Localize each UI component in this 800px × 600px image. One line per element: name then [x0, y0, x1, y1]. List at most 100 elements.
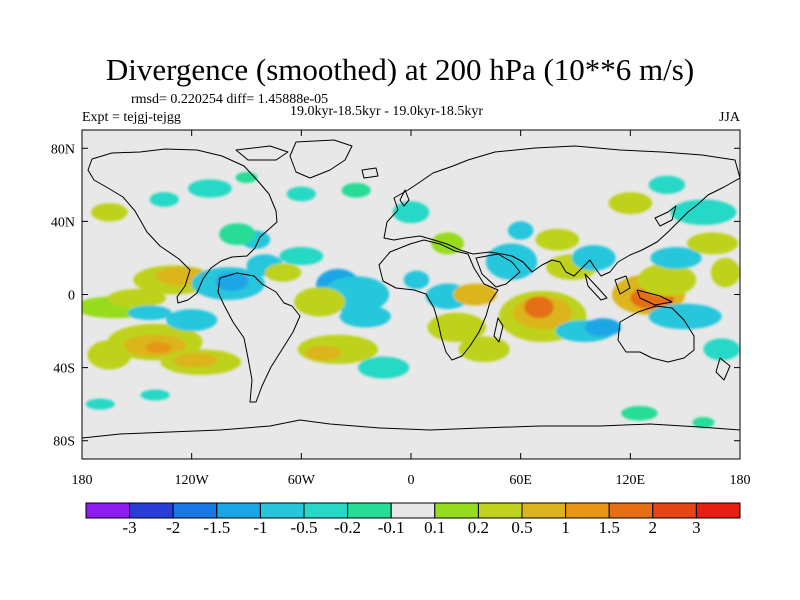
- divergence-feature-61: [140, 389, 170, 401]
- colorbar-swatch-1: [129, 502, 174, 519]
- colorbar-label-1: -2: [166, 518, 180, 537]
- coast-japan: [654, 205, 677, 227]
- x-tick-label-6: 180: [730, 473, 751, 488]
- divergence-feature-25: [357, 356, 410, 379]
- divergence-feature-35: [524, 296, 554, 319]
- colorbar-swatch-6: [347, 502, 392, 519]
- colorbar-label-12: 2: [649, 518, 658, 537]
- colorbar-swatch-3: [216, 502, 261, 519]
- x-axis: 180 120W 60W 0 60E 120E 180: [72, 130, 751, 488]
- coast-madagascar: [493, 317, 504, 343]
- colorbar-swatch-7: [390, 502, 436, 519]
- divergence-feature-9: [166, 309, 218, 332]
- chart-title: Divergence (smoothed) at 200 hPa (10**6 …: [105, 52, 695, 87]
- divergence-feature-48: [670, 199, 737, 226]
- divergence-feature-39: [535, 228, 580, 251]
- x-tick-label-0: 180: [72, 473, 93, 488]
- divergence-feature-59: [648, 175, 686, 194]
- coast-great-britain: [399, 189, 410, 207]
- coast-new-guinea: [636, 289, 673, 306]
- colorbar-label-8: 0.2: [468, 518, 489, 537]
- x-tick-label-1: 120W: [175, 473, 210, 488]
- y-axis: 80N 40N 0 40S 80S: [51, 142, 740, 450]
- divergence-feature-47: [686, 232, 739, 255]
- colorbar-label-4: -0.5: [291, 518, 318, 537]
- coast-arctic-islands: [235, 145, 289, 161]
- divergence-feature-46: [648, 303, 722, 330]
- coast-africa: [378, 239, 499, 361]
- divergence-feature-17: [219, 223, 256, 246]
- colorbar-swatch-8: [434, 502, 479, 519]
- divergence-feature-51: [91, 203, 128, 222]
- colorbar-label-13: 3: [692, 518, 701, 537]
- coast-sumatra: [584, 273, 608, 301]
- colorbar-swatch-10: [521, 502, 567, 519]
- colorbar-label-6: -0.1: [378, 518, 405, 537]
- x-tick-label-3: 0: [408, 473, 415, 488]
- colorbar-swatch-9: [477, 502, 523, 519]
- divergence-feature-30: [427, 312, 486, 343]
- divergence-feature-55: [341, 183, 371, 198]
- divergence-feature-29: [453, 283, 497, 306]
- divergence-feature-13: [215, 272, 249, 291]
- coast-borneo: [614, 275, 631, 295]
- colorbar-swatch-4: [259, 502, 305, 519]
- divergence-feature-41: [571, 245, 616, 271]
- colorbar-swatch-2: [172, 502, 218, 519]
- divergence-feature-45: [650, 246, 702, 269]
- colorbar-swatch-14: [695, 502, 741, 519]
- colorbar-label-11: 1.5: [599, 518, 620, 537]
- divergence-feature-63: [692, 416, 715, 428]
- colorbar: -3 -2 -1.5 -1 -0.5 -0.2 -0.1 0.1 0.2 0.5 1 1.5 2 3: [85, 502, 741, 537]
- divergence-feature-24: [304, 345, 342, 361]
- divergence-feature-26: [431, 232, 465, 255]
- y-tick-label-3: 40S: [53, 362, 75, 377]
- divergence-feature-22: [339, 305, 391, 328]
- y-tick-label-4: 80S: [53, 435, 75, 450]
- experiment-label: Expt = tejgj-tejgg: [82, 110, 181, 125]
- colorbar-label-9: 0.5: [511, 518, 532, 537]
- divergence-feature-44: [637, 263, 697, 297]
- x-tick-label-4: 60E: [509, 473, 532, 488]
- y-tick-label-1: 40N: [51, 215, 75, 230]
- coastlines: [82, 139, 740, 439]
- divergence-feature-56: [149, 192, 179, 207]
- colorbar-label-2: -1.5: [203, 518, 230, 537]
- divergence-feature-37: [584, 318, 622, 337]
- x-tick-label-2: 60W: [288, 473, 316, 488]
- season-label: JJA: [718, 110, 740, 125]
- coast-arabia: [475, 253, 521, 288]
- colorbar-label-0: -3: [123, 518, 137, 537]
- coast-north-america: [87, 148, 278, 304]
- divergence-features: [82, 172, 740, 428]
- colorbar-label-10: 1: [561, 518, 570, 537]
- y-tick-label-0: 80N: [51, 142, 75, 157]
- divergence-feature-7: [107, 289, 167, 308]
- coast-greenland: [289, 139, 353, 179]
- divergence-feature-18: [279, 246, 324, 266]
- colorbar-swatch-13: [652, 502, 697, 519]
- colorbar-label-7: 0.1: [424, 518, 445, 537]
- divergence-feature-49: [710, 257, 740, 288]
- colorbar-swatch-11: [565, 502, 610, 519]
- colorbar-swatch-12: [608, 502, 654, 519]
- coast-new-zealand: [715, 357, 731, 381]
- colorbar-swatch-0: [85, 502, 131, 519]
- divergence-feature-62: [85, 398, 115, 410]
- coast-iceland: [361, 167, 379, 179]
- coast-antarctica: [82, 419, 740, 439]
- divergence-feature-5: [173, 352, 218, 368]
- y-tick-label-2: 0: [68, 289, 75, 304]
- divergence-feature-52: [188, 179, 232, 198]
- divergence-feature-27: [403, 270, 430, 290]
- coast-australia: [617, 305, 695, 363]
- divergence-feature-3: [145, 342, 172, 353]
- x-tick-label-5: 120E: [616, 473, 646, 488]
- divergence-feature-58: [608, 192, 653, 215]
- divergence-feature-31: [458, 336, 510, 363]
- colorbar-label-3: -1: [253, 518, 267, 537]
- divergence-feature-60: [621, 405, 658, 421]
- divergence-feature-38: [507, 221, 534, 240]
- divergence-feature-54: [286, 186, 316, 202]
- divergence-feature-57: [392, 201, 430, 224]
